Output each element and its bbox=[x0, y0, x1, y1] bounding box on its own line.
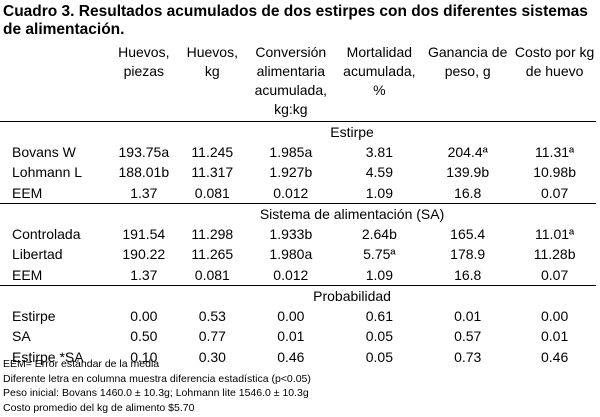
footnotes: EEM= Error estándar de la media Diferent… bbox=[3, 357, 311, 415]
table-cell: 204.4ª bbox=[447, 143, 488, 160]
table-title: Cuadro 3. Resultados acumulados de dos e… bbox=[3, 3, 588, 38]
table-cell: 1.933b bbox=[269, 225, 313, 242]
row-label: Estirpe *SA bbox=[12, 348, 84, 365]
table-cell: 16.8 bbox=[454, 266, 482, 283]
table-cell: 0.73 bbox=[454, 348, 482, 365]
header-conversion: Conversión alimentaria acumulada, kg:kg bbox=[254, 44, 328, 117]
table-cell: 0.07 bbox=[540, 266, 569, 283]
section-header-row: Estirpe bbox=[0, 121, 596, 142]
section-spacer bbox=[0, 202, 109, 224]
table-cell: 0.77 bbox=[198, 328, 226, 345]
footnote: EEM= Error estándar de la media bbox=[3, 358, 160, 370]
footnote: Diferente letra en columna muestra difer… bbox=[3, 372, 311, 385]
table-cell: 11.298 bbox=[191, 225, 234, 242]
table-cell: 0.01 bbox=[454, 307, 482, 324]
table-cell: 3.81 bbox=[365, 143, 393, 160]
table-cell: 139.9b bbox=[446, 164, 490, 181]
table-cell: 1.37 bbox=[130, 184, 158, 201]
table-cell: 0.05 bbox=[365, 328, 393, 345]
table-row: Bovans W 193.75a 11.245 1.985a 3.81 204.4ª 11.… bbox=[0, 142, 596, 163]
table-cell: 11.28b bbox=[533, 246, 576, 263]
row-label: Controlada bbox=[12, 225, 81, 242]
table-row: Controlada 191.54 11.298 1.933b 2.64b 165.4 11… bbox=[0, 224, 596, 245]
table-cell: 0.012 bbox=[273, 184, 309, 201]
table-cell: 10.98b bbox=[533, 164, 577, 181]
table-cell: 0.00 bbox=[540, 307, 569, 324]
section-spacer bbox=[0, 121, 108, 142]
footnote: Costo promedio del kg de alimento $5.70 bbox=[3, 401, 195, 414]
table-cell: 0.07 bbox=[540, 184, 569, 201]
header-huevos-piezas: Huevos, piezas bbox=[118, 44, 170, 79]
table-cell: 0.081 bbox=[194, 184, 230, 201]
table-cell: 1.980a bbox=[269, 246, 313, 263]
row-label: Lohmann L bbox=[12, 164, 83, 181]
row-label: EEM bbox=[12, 184, 43, 201]
table-row: EEM 1.37 0.081 0.012 1.09 16.8 0.07 bbox=[0, 265, 596, 286]
row-label: SA bbox=[12, 328, 31, 345]
row-label: Bovans W bbox=[12, 143, 76, 160]
table-row: Estirpe 0.00 0.53 0.00 0.61 0.01 0.00 bbox=[0, 306, 596, 327]
table-cell: 0.61 bbox=[365, 307, 393, 324]
table-cell: 5.75ª bbox=[363, 246, 396, 263]
table-cell: 1.927b bbox=[269, 164, 313, 181]
header-costo: Costo por kg de huevo bbox=[514, 44, 595, 79]
table-cell: 0.05 bbox=[365, 348, 393, 365]
header-huevos-kg: Huevos, kg bbox=[186, 44, 238, 79]
table-row: EEM 1.37 0.081 0.012 1.09 16.8 0.07 bbox=[0, 183, 596, 204]
section-label: Probabilidad bbox=[108, 284, 596, 306]
table-cell: 1.985a bbox=[269, 143, 313, 160]
section-header-row: Sistema de alimentación (SA) bbox=[0, 202, 596, 224]
table-cell: 188.01b bbox=[118, 164, 170, 181]
table-cell: 178.9 bbox=[450, 246, 486, 263]
table-cell: 0.53 bbox=[198, 307, 226, 324]
table-cell: 0.00 bbox=[130, 307, 158, 324]
header-mortalidad: Mortalidad acumulada, % bbox=[343, 44, 416, 98]
table-cell: 16.8 bbox=[454, 184, 482, 201]
row-label: EEM bbox=[12, 266, 43, 283]
table-cell: 11.317 bbox=[191, 164, 234, 181]
table-cell: 11.01ª bbox=[535, 225, 575, 242]
table-cell: 11.265 bbox=[191, 246, 234, 263]
table-cell: 4.59 bbox=[365, 164, 393, 181]
section-label: Estirpe bbox=[330, 123, 374, 140]
section-label: Sistema de alimentación (SA) bbox=[108, 202, 596, 224]
table-cell: 193.75a bbox=[118, 143, 170, 160]
section-header-row: Probabilidad bbox=[0, 284, 596, 306]
table-cell: 0.01 bbox=[540, 328, 569, 345]
header-cell-stub bbox=[0, 40, 108, 121]
table-row: Estirpe *SA 0.10 0.30 0.46 0.05 0.73 0.46 bbox=[0, 347, 596, 368]
row-label: Libertad bbox=[12, 246, 63, 263]
table-cell: 165.4 bbox=[450, 225, 486, 242]
table-cell: 1.09 bbox=[365, 266, 393, 283]
table-cell: 0.30 bbox=[198, 348, 226, 365]
footnote: Peso inicial: Bovans 1460.0 ± 10.3g; Loh… bbox=[3, 387, 309, 399]
table-cell: 0.57 bbox=[454, 328, 482, 345]
table-cell: 0.01 bbox=[277, 328, 305, 345]
table-cell: 2.64b bbox=[361, 225, 397, 242]
table-cell: 191.54 bbox=[122, 225, 166, 242]
table-cell: 11.31ª bbox=[535, 143, 575, 160]
table-cell: 0.46 bbox=[277, 348, 305, 365]
table-row: Lohmann L 188.01b 11.317 1.927b 4.59 139.9b 10… bbox=[0, 162, 596, 183]
table-cell: 0.081 bbox=[194, 266, 230, 283]
table-cell: 0.46 bbox=[540, 348, 569, 365]
table-row: SA 0.50 0.77 0.01 0.05 0.57 0.01 bbox=[0, 326, 596, 347]
section-spacer bbox=[0, 284, 109, 306]
table-cell: 0.50 bbox=[130, 328, 158, 345]
results-table: Huevos, piezas Huevos, kg Conversión ali… bbox=[0, 40, 596, 367]
table-cell: 1.37 bbox=[130, 266, 158, 283]
table-cell: 0.00 bbox=[277, 307, 305, 324]
table-cell: 1.09 bbox=[365, 184, 393, 201]
header-ganancia: Ganancia de peso, g bbox=[427, 44, 508, 79]
table-cell: 11.245 bbox=[191, 143, 234, 160]
header-row: Huevos, piezas Huevos, kg Conversión ali… bbox=[0, 40, 596, 121]
table-cell: 0.012 bbox=[273, 266, 309, 283]
table-cell: 190.22 bbox=[122, 246, 166, 263]
table-row: Libertad 190.22 11.265 1.980a 5.75ª 178.9 11.2… bbox=[0, 244, 596, 265]
table-cell: 0.10 bbox=[130, 348, 158, 365]
row-label: Estirpe bbox=[12, 307, 56, 324]
